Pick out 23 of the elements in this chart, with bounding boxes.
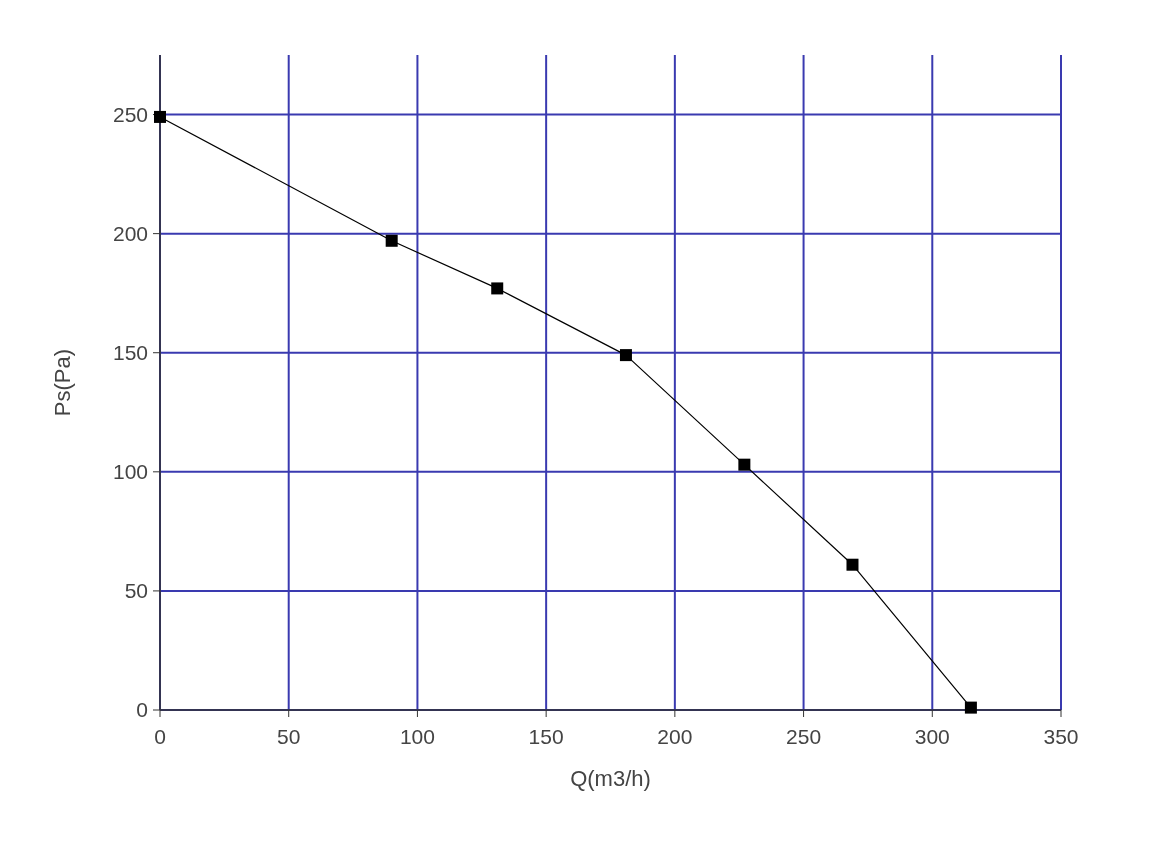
point (154, 110, 166, 123)
point (491, 282, 504, 295)
x-tick-label: 200 (657, 725, 693, 748)
y-tick-label: 200 (112, 221, 148, 245)
point (964, 701, 977, 714)
x-tick-label: 0 (154, 725, 166, 748)
x-tick-label: 150 (528, 725, 564, 748)
x-tick-label: 50 (277, 725, 301, 748)
x-tick-label: 300 (914, 725, 950, 748)
point (385, 234, 398, 247)
x-tick-label: 100 (399, 725, 435, 748)
y-tick-label: 100 (112, 459, 148, 483)
x-axis-title: Q(m3/h) (570, 766, 651, 791)
x-tick-label: 250 (786, 725, 822, 748)
y-tick-label: 0 (136, 698, 148, 721)
point (619, 349, 632, 362)
y-tick-label: 250 (112, 102, 148, 126)
x-tick-label: 350 (1043, 725, 1079, 748)
y-tick-label: 150 (112, 340, 148, 364)
y-axis-title: Ps(Pa) (50, 348, 75, 417)
point (846, 558, 859, 571)
y-tick-label: 50 (124, 578, 148, 602)
point (738, 458, 751, 471)
